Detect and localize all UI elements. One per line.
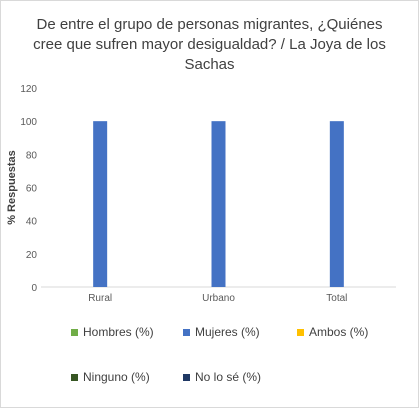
x-tick-label: Urbano [202,293,235,304]
legend-swatch-hombres [71,328,78,336]
legend-label-ninguno: Ninguno (%) [83,370,150,384]
legend-label-nolose: No lo sé (%) [195,370,262,384]
legend-label-hombres: Hombres (%) [83,325,154,339]
legend-label-ambos: Ambos (%) [309,325,369,339]
x-tick-label: Total [326,293,347,304]
legend-swatch-ambos [297,328,304,336]
legend-swatch-mujeres [183,328,190,336]
y-tick-label: 100 [20,117,37,128]
y-tick-label: 80 [26,150,38,161]
legend-swatch-ninguno [71,373,78,381]
chart-title: De entre el grupo de personas migrantes,… [33,16,386,73]
y-tick-label: 60 [26,184,38,195]
y-tick-label: 120 [20,84,37,95]
bar-total-series-1 [329,121,344,288]
y-tick-label: 20 [26,250,38,261]
y-axis-title: % Respuestas [6,150,18,225]
legend-label-mujeres: Mujeres (%) [195,325,260,339]
legend-item-hombres: Hombres (%) [71,325,154,339]
bar-rural-series-1 [93,121,108,288]
legend-item-nolose: No lo sé (%) [183,370,261,384]
x-tick-label: Rural [88,293,112,304]
y-tick-label: 40 [26,217,38,228]
bar-urbano-series-1 [211,121,226,288]
y-tick-label: 0 [31,283,37,294]
legend-item-mujeres: Mujeres (%) [183,325,260,339]
legend-item-ambos: Ambos (%) [297,325,368,339]
legend-swatch-nolose [183,373,190,381]
legend-item-ninguno: Ninguno (%) [71,370,150,384]
